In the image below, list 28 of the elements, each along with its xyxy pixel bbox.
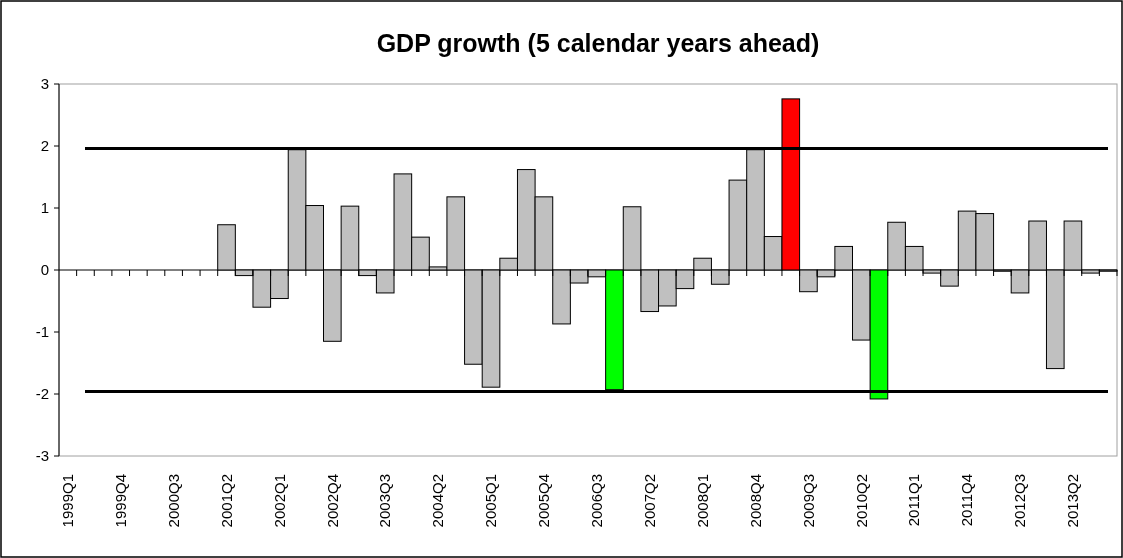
x-tick-label: 2005Q4 — [535, 474, 553, 528]
x-tick-label: 2006Q3 — [588, 474, 606, 528]
x-tick-label: 2011Q4 — [958, 474, 976, 527]
x-tick-label: 2005Q1 — [482, 474, 500, 528]
x-tick-label: 2007Q2 — [640, 474, 658, 528]
x-tick-label: 2009Q3 — [799, 474, 817, 528]
x-tick-label: 2011Q1 — [905, 474, 923, 527]
y-tick-label: 0 — [40, 261, 49, 279]
x-tick-label: 2003Q3 — [376, 474, 394, 528]
x-tick-label: 2000Q3 — [164, 474, 182, 528]
y-tick-label: 1 — [40, 199, 49, 217]
x-tick-label: 1999Q4 — [111, 474, 129, 528]
y-tick-label: 3 — [40, 75, 49, 93]
x-tick-label: 2010Q2 — [852, 474, 870, 528]
y-tick-label: -3 — [35, 447, 49, 465]
x-tick-label: 2008Q1 — [693, 474, 711, 528]
x-tick-label: 2001Q2 — [217, 474, 235, 528]
x-tick-label: 1999Q1 — [59, 474, 77, 528]
x-tick-label: 2004Q2 — [429, 474, 447, 528]
chart-title: GDP growth (5 calendar years ahead) — [376, 29, 820, 57]
x-tick-label: 2008Q4 — [746, 474, 764, 528]
x-tick-label: 2013Q2 — [1064, 474, 1082, 528]
y-tick-label: -2 — [35, 385, 49, 403]
y-tick-label: -1 — [35, 323, 49, 341]
x-tick-label: 2002Q4 — [323, 474, 341, 528]
x-tick-label: 2002Q1 — [270, 474, 288, 528]
x-tick-label: 2012Q3 — [1011, 474, 1029, 528]
y-tick-label: 2 — [40, 137, 49, 155]
